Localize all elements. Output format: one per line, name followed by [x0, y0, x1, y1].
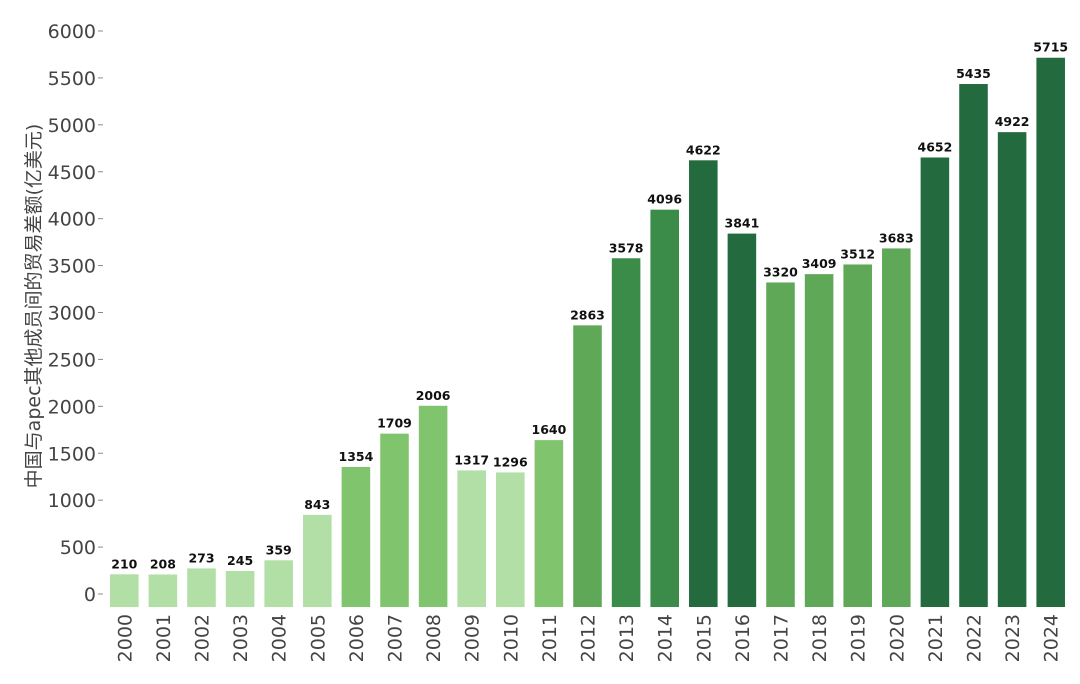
bar-2018 [804, 274, 834, 607]
x-tick-label: 2005 [307, 614, 329, 662]
y-tick-label: 0 [84, 584, 96, 606]
y-tick-label: 4000 [48, 209, 96, 231]
y-tick-label: 1000 [48, 490, 96, 512]
y-tick-label: 6000 [48, 21, 96, 43]
x-tick-label: 2009 [462, 614, 484, 662]
bar-value-label: 4096 [647, 192, 682, 207]
bar-value-label: 210 [111, 556, 137, 571]
y-tick-label: 3000 [48, 303, 96, 325]
bar-value-label: 3320 [763, 264, 798, 279]
bar-2011 [534, 440, 564, 607]
bar-value-label: 273 [188, 550, 214, 565]
bar-value-label: 843 [304, 497, 330, 512]
y-tick-label: 2500 [48, 349, 96, 371]
bar-2000 [110, 574, 139, 607]
bar-value-label: 1640 [532, 422, 567, 437]
bar-2012 [573, 325, 602, 607]
x-tick-label: 2007 [385, 614, 407, 662]
bar-2010 [496, 472, 525, 607]
bar-value-label: 5435 [956, 66, 991, 81]
bar-value-label: 245 [227, 553, 253, 568]
bar-2014 [650, 209, 679, 607]
bar-2006 [341, 466, 371, 607]
x-tick-label: 2004 [269, 614, 291, 662]
bar-2015 [689, 160, 718, 607]
bar-2004 [264, 560, 293, 607]
x-tick-label: 2012 [578, 614, 600, 662]
bar-2020 [882, 248, 911, 607]
bar-2009 [457, 470, 486, 607]
y-tick-label: 3500 [48, 256, 96, 278]
x-tick-label: 2023 [1002, 614, 1024, 662]
x-tick-label: 2019 [848, 614, 870, 662]
bar-2003 [225, 571, 255, 607]
bar-2023 [997, 132, 1027, 607]
bar-2022 [959, 84, 988, 608]
bars [110, 57, 1065, 608]
bar-value-label: 3512 [840, 246, 875, 261]
bar-value-label: 3578 [609, 240, 644, 255]
bar-2021 [920, 157, 950, 607]
bar-value-label: 1354 [339, 449, 374, 464]
bar-data-labels: 210 208 273 245 359 843 1354 1709 2006 1317 1296 16… [111, 40, 1068, 572]
x-tick-label: 2016 [732, 614, 754, 662]
y-tick-label: 2000 [48, 396, 96, 418]
x-tick-label: 2000 [114, 614, 136, 662]
bar-2007 [380, 433, 409, 607]
y-tick-label: 5000 [48, 115, 96, 137]
bar-2002 [187, 568, 216, 607]
bar-2016 [727, 233, 757, 607]
bar-value-label: 2863 [570, 307, 605, 322]
y-tick-label: 1500 [48, 443, 96, 465]
y-tick-label: 4500 [48, 162, 96, 184]
x-tick-label: 2024 [1041, 614, 1063, 662]
x-tick-label: 2022 [964, 614, 986, 662]
x-tick-label: 2021 [925, 614, 947, 662]
bar-value-label: 3683 [879, 230, 914, 245]
bar-value-label: 1709 [377, 416, 412, 431]
bar-2001 [148, 574, 178, 607]
bar-2017 [766, 282, 795, 607]
x-tick-label: 2011 [539, 614, 561, 662]
bar-value-label: 4622 [686, 142, 721, 157]
x-tick-label: 2017 [771, 614, 793, 662]
x-tick-label: 2020 [886, 614, 908, 662]
bar-value-label: 2006 [416, 388, 451, 403]
x-axis: 2000 2001 2002 2003 2004 2005 2006 2007 2008 2009… [114, 614, 1062, 662]
x-tick-label: 2014 [655, 614, 677, 662]
bar-2013 [611, 258, 641, 607]
bar-value-label: 5715 [1033, 40, 1068, 55]
y-axis-title: 中国与apec其他成员间的贸易差额(亿美元) [23, 124, 45, 489]
x-tick-label: 2010 [500, 614, 522, 662]
bar-value-label: 1317 [454, 452, 489, 467]
bar-value-label: 359 [266, 542, 292, 557]
bar-value-label: 4922 [995, 114, 1030, 129]
bar-2024 [1036, 57, 1065, 608]
bar-value-label: 3841 [725, 216, 760, 231]
y-tick-label: 500 [60, 537, 96, 559]
x-tick-label: 2003 [230, 614, 252, 662]
bar-2019 [843, 264, 872, 607]
x-tick-label: 2002 [192, 614, 214, 662]
x-tick-label: 2018 [809, 614, 831, 662]
x-tick-label: 2008 [423, 614, 445, 662]
bar-2008 [418, 405, 448, 607]
y-axis: 0 500 1000 1500 2000 2500 3000 3500 4000 4500 5000… [48, 21, 103, 606]
x-tick-label: 2013 [616, 614, 638, 662]
x-tick-label: 2015 [693, 614, 715, 662]
x-tick-label: 2001 [153, 614, 175, 662]
y-tick-label: 5500 [48, 68, 96, 90]
bar-value-label: 208 [150, 556, 176, 571]
bar-value-label: 1296 [493, 454, 528, 469]
x-tick-label: 2006 [346, 614, 368, 662]
bar-value-label: 3409 [802, 256, 837, 271]
bar-2005 [303, 514, 332, 607]
bar-value-label: 4652 [918, 139, 953, 154]
